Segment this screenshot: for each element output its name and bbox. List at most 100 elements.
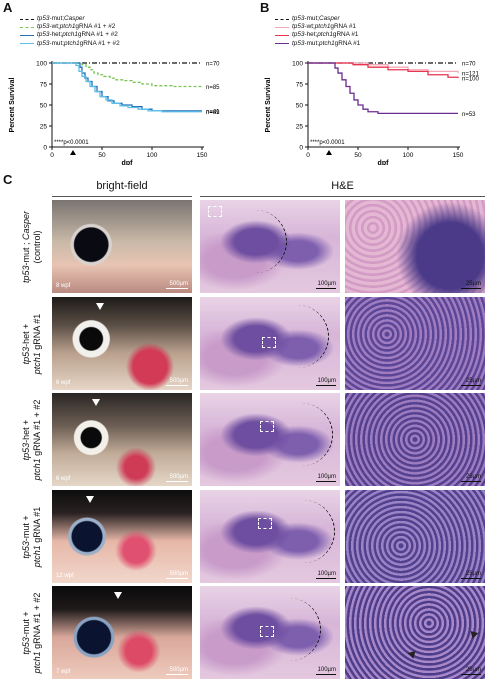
- row-label-gene-2: Casper: [21, 210, 31, 240]
- brightfield-image: 12 wpf 500µm: [52, 490, 192, 583]
- row-label-line-2: (control): [32, 199, 43, 295]
- survival-curve: [52, 62, 202, 88]
- legend-gene-1: tp53: [292, 31, 305, 39]
- curve-n-label: n=41: [206, 109, 220, 115]
- he-overview-image: 100µm: [200, 490, 340, 583]
- row-label-text-2: gRNA #1 + #2: [32, 592, 42, 651]
- scale-bar-label: 500µm: [169, 667, 188, 673]
- brightfield-image: 6 wpf 500µm: [52, 393, 192, 486]
- panel-b-letter: B: [260, 0, 270, 15]
- scale-bar: [461, 577, 481, 579]
- legend-entry: tp53 -het; ptch1 gRNA #1: [275, 31, 360, 39]
- scale-bar-label: 500µm: [169, 571, 188, 577]
- y-tick-label: 75: [296, 81, 304, 88]
- row-genotype-label: tp53-mut + ptch1 gRNA #1: [21, 489, 45, 585]
- he-zoom-image: 25µm: [345, 200, 485, 293]
- zoom-region-box: [262, 337, 276, 348]
- legend-swatch: [275, 18, 289, 20]
- row-label-text-2: gRNA #1: [32, 313, 42, 352]
- p-value-label: ****p<0.0001: [310, 140, 345, 146]
- legend-genotype: -wt;: [49, 23, 60, 31]
- scale-bar-label: 25µm: [465, 474, 481, 480]
- row-label-gene-1: tp53: [21, 540, 31, 559]
- y-tick-label: 100: [36, 60, 47, 67]
- scale-bar: [461, 384, 481, 386]
- he-zoom-image: 25µm: [345, 393, 485, 486]
- scale-bar: [461, 287, 481, 289]
- y-tick-label: 50: [40, 102, 48, 109]
- scale-bar: [166, 287, 188, 289]
- legend-swatch: [20, 35, 34, 36]
- curve-n-label: n=85: [206, 85, 220, 91]
- x-tick-label: 150: [453, 152, 464, 159]
- row-label-line-1: tp53-het +: [21, 392, 32, 488]
- legend-genotype: -wt;: [304, 23, 315, 31]
- row-genotype-label: tp53-het + ptch1 gRNA #1 + #2: [21, 392, 45, 488]
- y-axis-label: Percent Survival: [265, 78, 272, 133]
- legend-suffix: gRNA #1 + #2: [75, 23, 116, 31]
- survival-curve: [52, 62, 202, 113]
- legend-entry: tp53 -mut; ptch1 gRNA #1: [275, 40, 360, 48]
- legend-swatch: [275, 43, 289, 45]
- legend-swatch: [20, 26, 34, 28]
- age-label: 7 wpf: [56, 669, 71, 675]
- row-label-control: (control): [32, 230, 42, 264]
- scale-bar-label: 100µm: [317, 474, 336, 480]
- legend-gene-1: tp53: [292, 23, 305, 31]
- scale-bar: [166, 480, 188, 482]
- legend-suffix: gRNA #1 + #2: [77, 31, 118, 39]
- row-label-text-1: -mut +: [21, 610, 31, 637]
- legend-gene-2: Casper: [64, 15, 85, 22]
- row-label-text-2: gRNA #1 + #2: [32, 399, 42, 458]
- p-value-label: ****p<0.0001: [54, 140, 89, 146]
- y-tick-label: 25: [40, 123, 48, 130]
- curve-n-label: n=70: [206, 62, 220, 68]
- curve-n-label: n=121: [462, 72, 480, 78]
- scale-bar: [316, 384, 336, 386]
- legend-gene-1: tp53: [37, 39, 50, 47]
- y-tick-label: 100: [292, 60, 303, 67]
- panel-b-legend: tp53 -mut; Casper tp53 -wt; ptch1 gRNA #1 tp…: [275, 15, 360, 48]
- legend-genotype: -het;: [304, 31, 318, 39]
- scale-bar: [461, 673, 481, 675]
- he-zoom-image: 25µm: [345, 586, 485, 679]
- legend-gene-2: ptch1: [317, 31, 333, 39]
- y-tick-label: 50: [296, 102, 304, 109]
- legend-entry: tp53 -wt; ptch1 gRNA #1 + #2: [20, 23, 120, 31]
- y-tick-label: 75: [40, 81, 48, 88]
- row-label-gene-2: ptch1: [32, 544, 42, 567]
- tumor-boundary-outline: [284, 500, 335, 563]
- x-axis-label: dpf: [378, 160, 390, 165]
- age-label: 6 wpf: [56, 380, 71, 386]
- he-overview-image: 100µm: [200, 586, 340, 679]
- scale-bar-label: 25µm: [465, 667, 481, 673]
- row-label-line-1: tp53-het +: [21, 296, 32, 392]
- row-label-line-1: tp53-mut +: [21, 585, 32, 681]
- legend-entry: tp53 -wt; ptch1 gRNA #1: [275, 23, 360, 31]
- row-label-gene-2: ptch1: [32, 650, 42, 673]
- brightfield-column-title: bright-field: [96, 180, 148, 192]
- legend-genotype: -mut;: [304, 39, 320, 47]
- x-tick-label: 100: [147, 152, 158, 159]
- row-label-line-2: ptch1 gRNA #1: [32, 296, 43, 392]
- row-genotype-label: tp53-mut ; Casper (control): [21, 199, 45, 295]
- row-label-text-2: gRNA #1: [32, 506, 42, 545]
- he-title-rule: [200, 196, 485, 197]
- zoom-region-box: [258, 518, 272, 529]
- vessel-arrowhead-icon: [407, 648, 419, 659]
- legend-genotype: -mut;: [49, 15, 65, 22]
- he-overview-image: 100µm: [200, 393, 340, 486]
- row-label-line-1: tp53-mut ; Casper: [21, 199, 32, 295]
- brightfield-image: 8 wpf 500µm: [52, 200, 192, 293]
- he-overview-image: 100µm: [200, 200, 340, 293]
- legend-gene-1: tp53: [292, 15, 305, 22]
- legend-suffix: gRNA #1 + #2: [79, 39, 120, 47]
- scale-bar: [316, 287, 336, 289]
- brightfield-image: 6 wpf 500µm: [52, 297, 192, 390]
- he-zoom-image: 25µm: [345, 490, 485, 583]
- curve-n-label: n=53: [462, 112, 476, 118]
- tumor-arrowhead-icon: [92, 399, 100, 406]
- tumor-boundary-outline: [278, 305, 329, 368]
- scale-bar-label: 100µm: [317, 667, 336, 673]
- legend-genotype: -mut;: [49, 39, 65, 47]
